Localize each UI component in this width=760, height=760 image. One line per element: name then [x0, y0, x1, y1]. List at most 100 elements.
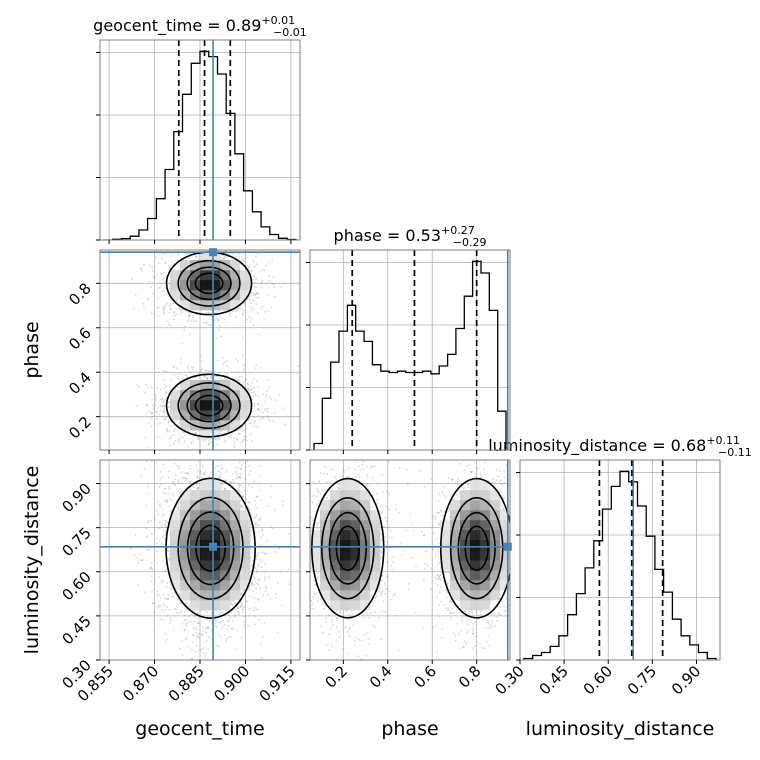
sample-point — [268, 261, 270, 264]
sample-point — [233, 446, 236, 449]
sample-point — [201, 476, 203, 479]
sample-point — [169, 424, 171, 427]
sample-point — [192, 485, 195, 488]
sample-point — [230, 603, 233, 605]
sample-point — [217, 319, 220, 322]
sample-point — [183, 441, 186, 444]
sample-point — [147, 386, 150, 389]
sample-point — [164, 533, 167, 536]
sample-point — [189, 465, 192, 467]
sample-point — [254, 294, 257, 296]
sample-point — [199, 470, 202, 473]
sample-point — [191, 613, 194, 615]
sample-point — [257, 519, 260, 521]
sample-point — [156, 542, 159, 545]
sample-point — [274, 596, 277, 599]
density-cell — [190, 260, 201, 271]
sample-point — [237, 613, 240, 615]
sample-point — [197, 258, 200, 260]
sample-point — [183, 614, 186, 616]
sample-point — [245, 378, 248, 381]
sample-point — [235, 316, 238, 318]
sample-point — [185, 252, 188, 255]
sample-point — [254, 500, 257, 502]
sample-point — [146, 298, 149, 300]
sample-point — [215, 626, 218, 628]
sample-point — [166, 498, 169, 501]
sample-point — [165, 598, 168, 600]
sample-point — [237, 606, 239, 609]
sample-point — [239, 441, 242, 444]
sample-point — [257, 563, 259, 566]
sample-point — [223, 623, 226, 626]
sample-point — [224, 432, 226, 434]
sample-point — [170, 303, 172, 305]
sample-point — [172, 481, 175, 484]
sample-point — [241, 426, 244, 429]
sample-point — [197, 486, 200, 489]
sample-point — [178, 422, 181, 425]
sample-point — [262, 416, 264, 419]
sample-point — [268, 419, 271, 422]
sample-point — [187, 257, 190, 260]
sample-point — [252, 416, 255, 419]
sample-point — [254, 532, 257, 535]
sample-point — [254, 420, 257, 422]
sample-point — [185, 609, 188, 611]
sample-point — [231, 603, 233, 606]
sample-point — [175, 474, 177, 477]
sample-point — [201, 367, 204, 370]
sample-point — [271, 260, 273, 262]
sample-point — [240, 464, 243, 466]
sample-point — [281, 500, 284, 503]
sample-point — [240, 499, 243, 502]
sample-point — [178, 466, 181, 468]
sample-point — [220, 258, 223, 261]
sample-point — [288, 583, 291, 585]
sample-point — [187, 364, 190, 367]
sample-point — [263, 571, 266, 574]
sample-point — [256, 582, 259, 585]
sample-point — [162, 308, 164, 311]
sample-point — [197, 476, 200, 479]
sample-point — [206, 627, 209, 630]
sample-point — [190, 320, 193, 322]
sample-point — [239, 468, 242, 471]
sample-point — [238, 432, 241, 435]
sample-point — [173, 483, 176, 486]
histogram-area — [104, 40, 297, 240]
sample-point — [183, 477, 185, 479]
sample-point — [189, 488, 192, 490]
sample-point — [196, 436, 199, 439]
sample-point — [163, 488, 166, 490]
sample-point — [196, 487, 199, 490]
density-cell — [210, 430, 221, 441]
sample-point — [264, 552, 267, 555]
sample-point — [258, 518, 261, 521]
sample-point — [170, 498, 173, 501]
sample-point — [255, 303, 258, 305]
sample-point — [172, 365, 175, 368]
sample-point — [172, 311, 175, 313]
axes-frame — [309, 249, 511, 451]
sample-point — [173, 430, 176, 433]
density-cell — [190, 410, 201, 421]
sample-point — [177, 506, 180, 509]
density-cell — [230, 410, 241, 421]
sample-point — [242, 486, 245, 489]
sample-point — [191, 366, 193, 369]
sample-point — [243, 435, 246, 438]
sample-point — [181, 311, 184, 313]
sample-point — [243, 439, 245, 442]
sample-point — [255, 558, 258, 561]
sample-point — [189, 467, 191, 470]
sample-point — [195, 255, 198, 258]
sample-point — [265, 553, 267, 555]
sample-point — [206, 377, 209, 379]
sample-point — [201, 647, 204, 650]
density-cell — [180, 290, 191, 301]
sample-point — [180, 372, 183, 375]
sample-point — [196, 635, 198, 638]
sample-point — [163, 306, 165, 308]
sample-point — [266, 389, 268, 392]
